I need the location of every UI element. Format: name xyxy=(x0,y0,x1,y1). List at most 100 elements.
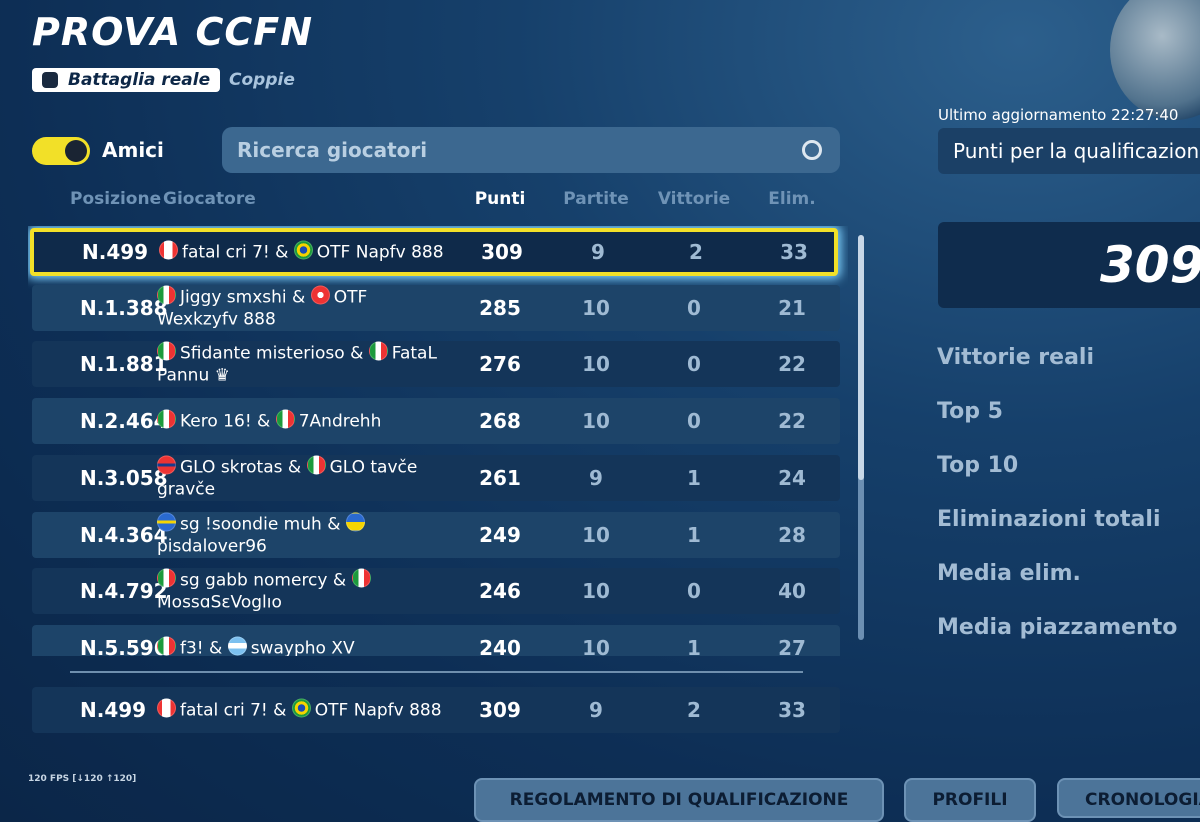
flag xyxy=(293,240,313,260)
joiner: & xyxy=(332,570,347,591)
separator xyxy=(70,671,803,673)
players: fatal cri 7! & OTF Napfv 888 xyxy=(157,698,447,722)
stat-label: Media piazzamento xyxy=(937,615,1178,640)
search-placeholder: Ricerca giocatori xyxy=(237,138,428,162)
wins: 1 xyxy=(687,465,701,490)
title: PROVA CCFN xyxy=(32,10,314,54)
joiner: & xyxy=(209,638,223,656)
matches: 9 xyxy=(589,698,603,722)
flag xyxy=(310,285,330,305)
players: sg !soondie muh & pisdalover96 xyxy=(157,512,447,557)
column-header: Punti xyxy=(474,189,526,209)
leaderboard-row[interactable]: N.4.792 sg gabb nomercy & MossɑSεVoglıo 24… xyxy=(32,568,840,615)
toggle-label: Amici xyxy=(102,138,164,162)
points: 309 xyxy=(479,698,521,722)
elims: 22 xyxy=(778,409,806,434)
wins: 2 xyxy=(689,240,703,264)
player-name: fatal cri 7! xyxy=(180,700,268,721)
player-name: GLO skrotas xyxy=(180,457,283,478)
leaderboard-row[interactable]: N.1.388 Jiggy smxshi & OTF Wexkzyfv 888 28… xyxy=(32,284,840,331)
elims: 21 xyxy=(778,295,806,320)
player-name: f3! xyxy=(180,638,204,656)
joiner: & xyxy=(275,242,289,263)
stat-label: Eliminazioni totali xyxy=(937,507,1161,532)
player-name: MossɑSεVoglıo xyxy=(157,592,282,613)
fps-counter: 120 FPS [↓120 ↑120] xyxy=(28,774,137,784)
search-icon xyxy=(802,140,822,160)
player-name: sg gabb nomercy xyxy=(180,570,328,591)
points: 276 xyxy=(479,352,521,377)
players: Jiggy smxshi & OTF Wexkzyfv 888 xyxy=(157,285,447,330)
stat-label: Media elim. xyxy=(937,561,1081,586)
rank: N.2.464 xyxy=(80,409,168,434)
leaderboard-row[interactable]: N.499 fatal cri 7! & OTF Napfv 888 309 9 2 33 xyxy=(30,228,838,276)
player-name: FataL Pannu ♛ xyxy=(157,343,437,386)
wins: 0 xyxy=(687,409,701,434)
column-header: Giocatore xyxy=(163,189,256,209)
button[interactable]: REGOLAMENTO DI QUALIFICAZIONE xyxy=(474,778,884,822)
leaderboard-row[interactable]: N.1.881 Sfidante misterioso & FataL Pannu… xyxy=(32,341,840,388)
rank: N.1.388 xyxy=(80,295,168,320)
players: sg gabb nomercy & MossɑSεVoglıo xyxy=(157,568,447,614)
leaderboard-row[interactable]: N.3.058 GLO skrotas & GLO tavče gravče 261… xyxy=(32,454,840,501)
joiner: & xyxy=(327,514,341,534)
rank: N.1.881 xyxy=(80,352,168,377)
wins: 1 xyxy=(687,635,701,656)
leaderboard-row[interactable]: N.5.596 f3! & swaypho XV 240 10 1 27 xyxy=(32,624,840,656)
column-header: Partite xyxy=(563,189,629,209)
player-name: 7Andrehh xyxy=(298,411,382,432)
button[interactable]: CRONOLOGIA xyxy=(1057,778,1200,818)
joiner: & xyxy=(292,287,306,308)
players: Kero 16! & 7Andrehh xyxy=(157,409,447,433)
rank: N.4.792 xyxy=(80,579,168,604)
player-name: swaypho XV xyxy=(250,638,355,656)
rank: N.4.364 xyxy=(80,522,168,547)
wins: 2 xyxy=(687,698,701,722)
search-box[interactable]: Ricerca giocatori xyxy=(222,127,840,173)
flag xyxy=(157,512,176,531)
players: f3! & swaypho XV xyxy=(157,636,447,656)
flag xyxy=(368,341,388,361)
points: 249 xyxy=(479,522,521,547)
points: 309 xyxy=(481,240,523,264)
player-name: OTF Napfv 888 xyxy=(316,242,444,263)
flag xyxy=(157,636,176,656)
player-name: GLO tavče gravče xyxy=(157,457,418,500)
rank: N.499 xyxy=(80,698,147,722)
wins: 0 xyxy=(687,352,701,377)
button[interactable]: PROFILI xyxy=(904,778,1036,822)
flag xyxy=(306,455,326,475)
stat-label: Vittorie reali xyxy=(937,345,1094,370)
metric-label: Punti per la qualificazione xyxy=(953,139,1200,163)
points-box: 309 xyxy=(938,222,1200,308)
team-size: Coppie xyxy=(229,70,295,90)
last-update: Ultimo aggiornamento 22:27:40 xyxy=(938,106,1179,124)
elims: 33 xyxy=(780,240,808,264)
globe-art xyxy=(1110,0,1200,120)
friends-toggle[interactable] xyxy=(32,137,90,165)
player-name: Sfidante misterioso xyxy=(180,343,345,364)
matches: 10 xyxy=(582,352,610,377)
elims: 40 xyxy=(778,579,806,604)
player-name: Jiggy smxshi xyxy=(180,287,287,308)
elims: 28 xyxy=(778,522,806,547)
pinned-row-wrap: N.499 fatal cri 7! & OTF Napfv 888 309 9 2 33 xyxy=(28,687,848,735)
flag xyxy=(157,341,176,361)
leaderboard-row[interactable]: N.2.464 Kero 16! & 7Andrehh 268 10 0 22 xyxy=(32,398,840,445)
joiner: & xyxy=(257,411,271,432)
leaderboard-row[interactable]: N.4.364 sg !soondie muh & pisdalover96 249… xyxy=(32,511,840,558)
column-header: Elim. xyxy=(768,189,816,209)
leaderboard-list: N.499 fatal cri 7! & OTF Napfv 888 309 9 2 33… xyxy=(28,226,848,656)
flag xyxy=(291,698,311,718)
column-header: Posizione xyxy=(70,189,162,209)
mode-pill: Battaglia reale xyxy=(32,68,221,92)
points: 240 xyxy=(479,635,521,656)
leaderboard-row[interactable]: N.499 fatal cri 7! & OTF Napfv 888 309 9 2 33 xyxy=(32,687,840,733)
matches: 10 xyxy=(582,295,610,320)
flag xyxy=(345,512,365,531)
player-name: fatal cri 7! xyxy=(182,242,270,263)
metric-dropdown[interactable]: Punti per la qualificazione xyxy=(938,128,1200,174)
players: Sfidante misterioso & FataL Pannu ♛ xyxy=(157,341,447,387)
scrollbar[interactable] xyxy=(858,235,864,640)
rank: N.3.058 xyxy=(80,465,168,490)
